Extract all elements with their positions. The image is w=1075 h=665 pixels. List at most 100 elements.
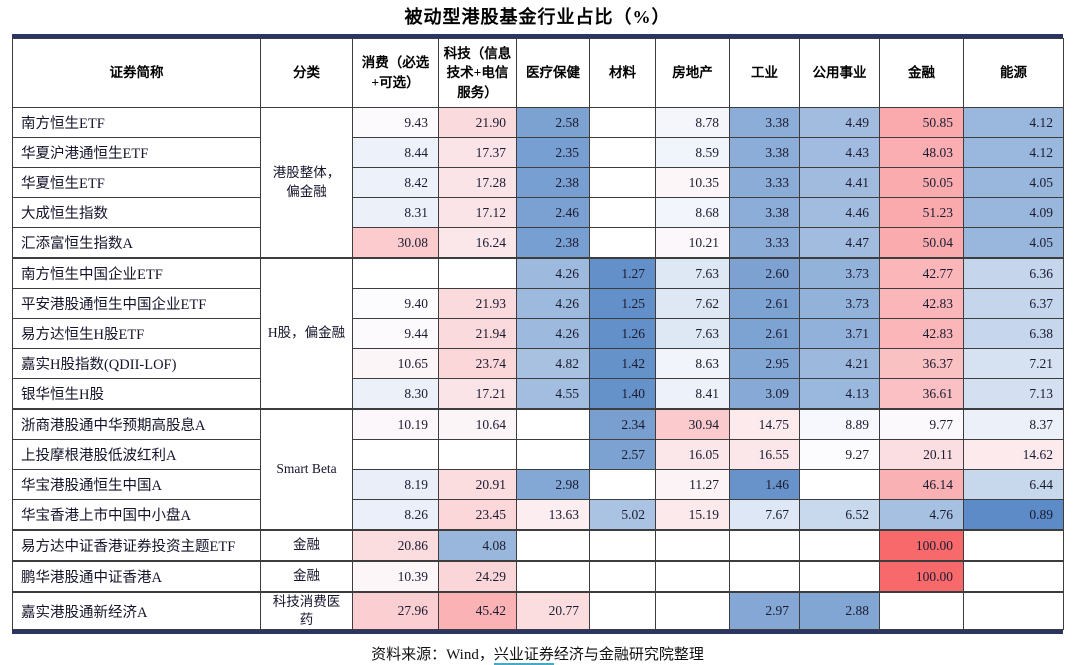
value-cell: 2.38 <box>516 167 590 198</box>
value-cell: 16.05 <box>655 439 730 470</box>
value-cell: 42.83 <box>879 318 964 349</box>
value-cell: 10.64 <box>438 408 517 440</box>
value-cell: 17.28 <box>438 167 517 198</box>
fund-name-cell: 汇添富恒生指数A <box>12 227 261 259</box>
value-cell: 51.23 <box>879 197 964 228</box>
value-cell <box>963 560 1064 593</box>
fund-name-cell: 平安港股通恒生中国企业ETF <box>12 288 261 319</box>
value-cell: 20.77 <box>516 591 590 631</box>
value-cell: 45.42 <box>438 591 517 631</box>
table-row: 南方恒生中国企业ETF H股，偏金融 4.26 1.27 7.63 2.60 3.73 42.… <box>12 257 1064 410</box>
fund-name-cell: 南方恒生ETF <box>12 107 261 138</box>
table-row: 平安港股通恒生中国企业ETF 9.40 21.93 4.26 1.25 7.62 2.61 3… <box>12 288 1064 319</box>
value-cell: 9.44 <box>352 318 439 349</box>
value-cell: 16.24 <box>438 227 517 259</box>
value-cell: 2.61 <box>729 288 800 319</box>
value-cell: 30.94 <box>655 408 730 440</box>
table-row: 华夏恒生ETF 8.42 17.28 2.38 10.35 3.33 4.41 50.05 4.… <box>12 167 1064 198</box>
value-cell: 8.59 <box>655 137 730 168</box>
value-cell: 8.19 <box>352 469 439 500</box>
value-cell: 36.61 <box>879 378 964 410</box>
value-cell: 4.09 <box>963 197 1064 228</box>
value-cell: 8.68 <box>655 197 730 228</box>
value-cell: 21.94 <box>438 318 517 349</box>
value-cell: 8.30 <box>352 378 439 410</box>
value-cell <box>589 560 656 593</box>
value-cell: 20.91 <box>438 469 517 500</box>
value-cell: 1.46 <box>729 469 800 500</box>
value-cell: 100.00 <box>879 529 964 562</box>
value-cell <box>879 591 964 631</box>
fund-name-cell: 华宝港股通恒生中国A <box>12 469 261 500</box>
value-cell: 5.02 <box>589 499 656 531</box>
value-cell <box>799 560 880 593</box>
column-header-4: 医疗保健 <box>516 38 590 108</box>
value-cell <box>352 257 439 289</box>
column-header-7: 工业 <box>729 38 800 108</box>
value-cell: 4.76 <box>879 499 964 531</box>
header-row: 证券简称 分类 消费（必选+可选） 科技（信息技术+电信服务） 医疗保健 材料 房地产 工业公… <box>12 38 1064 108</box>
category-cell: 金融 <box>260 560 353 593</box>
value-cell: 17.37 <box>438 137 517 168</box>
value-cell: 4.12 <box>963 137 1064 168</box>
value-cell: 4.55 <box>516 378 590 410</box>
value-cell: 3.71 <box>799 318 880 349</box>
value-cell: 8.37 <box>963 408 1064 440</box>
value-cell: 7.21 <box>963 348 1064 379</box>
value-cell: 2.57 <box>589 439 656 470</box>
value-cell: 2.98 <box>516 469 590 500</box>
category-cell: 科技消费医药 <box>260 591 353 631</box>
column-header-9: 金融 <box>879 38 964 108</box>
value-cell: 20.11 <box>879 439 964 470</box>
category-cell: 金融 <box>260 529 353 562</box>
fund-name-cell: 嘉实H股指数(QDII-LOF) <box>12 348 261 379</box>
value-cell: 0.89 <box>963 499 1064 531</box>
value-cell: 3.09 <box>729 378 800 410</box>
value-cell: 8.41 <box>655 378 730 410</box>
value-cell: 23.74 <box>438 348 517 379</box>
table-row: 汇添富恒生指数A 30.08 16.24 2.38 10.21 3.33 4.47 50.04… <box>12 227 1064 259</box>
value-cell: 23.45 <box>438 499 517 531</box>
source-link[interactable]: 兴业证券 <box>493 647 554 665</box>
value-cell: 11.27 <box>655 469 730 500</box>
table-row: 鹏华港股通中证香港A 金融 10.39 24.29 100.00 <box>12 560 1064 593</box>
table-row: 南方恒生ETF 港股整体，偏金融 9.43 21.90 2.58 8.78 3.38 4.49… <box>12 107 1064 259</box>
value-cell: 50.04 <box>879 227 964 259</box>
value-cell: 9.43 <box>352 107 439 138</box>
value-cell: 10.19 <box>352 408 439 440</box>
value-cell <box>516 529 590 562</box>
value-cell: 21.90 <box>438 107 517 138</box>
value-cell <box>799 529 880 562</box>
fund-name-cell: 鹏华港股通中证香港A <box>12 560 261 593</box>
value-cell <box>729 560 800 593</box>
value-cell: 17.12 <box>438 197 517 228</box>
value-cell: 4.12 <box>963 107 1064 138</box>
value-cell <box>516 560 590 593</box>
value-cell <box>655 591 730 631</box>
column-header-0: 证券简称 <box>12 38 261 108</box>
value-cell <box>589 469 656 500</box>
table-row: 嘉实H股指数(QDII-LOF) 10.65 23.74 4.82 1.42 8.63 2.… <box>12 348 1064 379</box>
value-cell: 10.65 <box>352 348 439 379</box>
value-cell: 2.34 <box>589 408 656 440</box>
value-cell <box>655 529 730 562</box>
value-cell <box>589 591 656 631</box>
value-cell: 14.75 <box>729 408 800 440</box>
value-cell: 2.38 <box>516 227 590 259</box>
value-cell: 8.63 <box>655 348 730 379</box>
value-cell: 4.82 <box>516 348 590 379</box>
value-cell: 30.08 <box>352 227 439 259</box>
fund-name-cell: 上投摩根港股低波红利A <box>12 439 261 470</box>
value-cell <box>352 439 439 470</box>
value-cell: 8.42 <box>352 167 439 198</box>
value-cell: 3.73 <box>799 257 880 289</box>
value-cell: 4.05 <box>963 227 1064 259</box>
table-row: 上投摩根港股低波红利A 2.57 16.05 16.55 9.27 20.11 14.62 <box>12 439 1064 470</box>
fund-name-cell: 大成恒生指数 <box>12 197 261 228</box>
table-wrapper: 证券简称 分类 消费（必选+可选） 科技（信息技术+电信服务） 医疗保健 材料 房地产 工业公… <box>12 34 1064 635</box>
value-cell: 7.63 <box>655 318 730 349</box>
value-cell: 7.62 <box>655 288 730 319</box>
value-cell: 1.42 <box>589 348 656 379</box>
value-cell: 4.21 <box>799 348 880 379</box>
value-cell: 50.05 <box>879 167 964 198</box>
